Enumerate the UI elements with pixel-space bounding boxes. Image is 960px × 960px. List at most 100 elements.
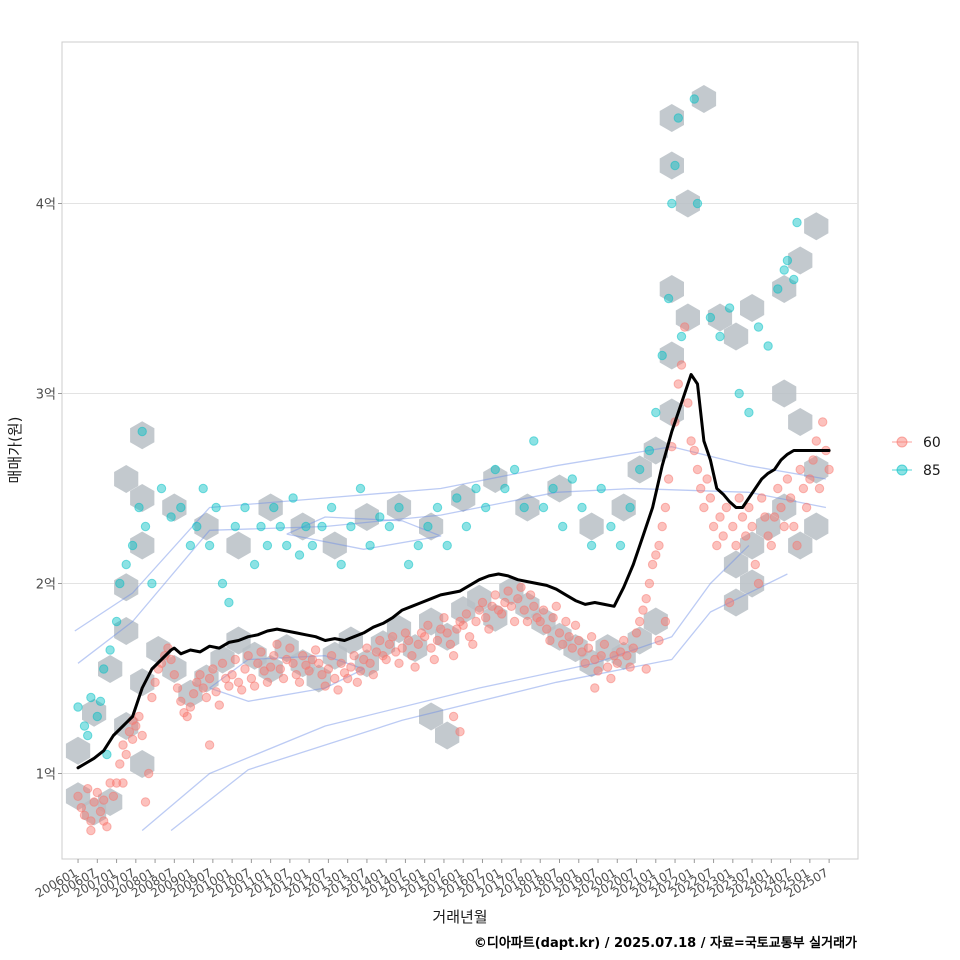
scatter-point-60 (265, 662, 276, 672)
scatter-point-85 (689, 94, 699, 104)
scatter-point-60 (323, 664, 334, 674)
scatter-point-85 (558, 521, 568, 532)
scatter-point-60 (343, 673, 353, 684)
scatter-point-60 (204, 740, 215, 750)
scatter-point-60 (779, 521, 789, 532)
scatter-point-85 (282, 540, 292, 551)
scatter-point-60 (108, 791, 119, 801)
density-contour (286, 516, 442, 550)
scatter-point-60 (564, 632, 574, 642)
scatter-point-60 (208, 664, 218, 674)
scatter-point-60 (394, 658, 404, 668)
scatter-point-60 (612, 658, 622, 668)
scatter-point-60 (782, 474, 793, 484)
scatter-point-60 (654, 540, 664, 551)
scatter-point-60 (689, 445, 699, 456)
hex-bin (386, 493, 412, 522)
hex-bin (627, 455, 652, 484)
scatter-point-60 (397, 643, 407, 653)
scatter-point-60 (660, 616, 671, 627)
y-tick-label: 2억 (36, 578, 56, 593)
scatter-point-85 (156, 483, 167, 494)
scatter-point-60 (699, 502, 709, 513)
scatter-point-60 (214, 700, 225, 710)
scatter-point-60 (310, 645, 321, 655)
scatter-point-60 (429, 654, 439, 665)
scatter-point-60 (728, 521, 738, 532)
hex-bin (756, 512, 781, 541)
scatter-point-85 (102, 749, 112, 760)
scatter-point-60 (166, 654, 176, 665)
scatter-point-60 (590, 683, 600, 693)
scatter-point-85 (734, 388, 744, 399)
scatter-point-60 (73, 791, 83, 801)
hex-bin (788, 531, 813, 560)
scatter-point-60 (115, 759, 125, 769)
hex-bin (419, 512, 444, 541)
scatter-point-60 (127, 734, 138, 744)
scatter-point-60 (153, 664, 164, 674)
scatter-point-60 (686, 436, 696, 446)
scatter-point-85 (204, 540, 215, 551)
scatter-point-60 (237, 685, 247, 695)
scatter-point-60 (111, 778, 122, 788)
hex-bin (675, 303, 700, 332)
hex-bin (354, 503, 379, 531)
scatter-point-60 (734, 493, 744, 503)
scatter-point-60 (224, 681, 234, 691)
legend-label-85: 85 (923, 463, 941, 479)
scatter-point-60 (602, 662, 613, 672)
scatter-point-60 (721, 502, 732, 513)
scatter-point-85 (317, 521, 327, 532)
hex-bin (691, 85, 717, 113)
scatter-point-60 (795, 464, 805, 475)
hex-bin (451, 484, 476, 512)
scatter-point-60 (760, 512, 770, 522)
hex-bin (804, 512, 829, 541)
scatter-point-85 (567, 474, 577, 484)
scatter-point-85 (651, 407, 661, 418)
hex-bin (258, 655, 283, 683)
scatter-point-60 (558, 639, 568, 649)
scatter-point-60 (593, 666, 603, 676)
scatter-point-60 (86, 825, 96, 836)
scatter-point-60 (805, 474, 815, 484)
scatter-point-85 (403, 559, 414, 570)
scatter-point-85 (137, 426, 147, 437)
scatter-point-60 (326, 651, 337, 661)
hex-bin (611, 493, 636, 522)
scatter-point-60 (410, 662, 420, 672)
scatter-point-60 (288, 658, 298, 668)
scatter-point-60 (625, 662, 635, 672)
scatter-point-85 (792, 217, 802, 228)
scatter-point-85 (147, 578, 157, 589)
scatter-point-60 (660, 502, 671, 513)
scatter-point-60 (445, 639, 456, 649)
scatter-point-60 (426, 643, 436, 653)
scatter-point-85 (577, 502, 587, 513)
scatter-point-60 (763, 531, 773, 541)
scatter-point-60 (262, 677, 273, 687)
scatter-point-60 (201, 692, 212, 703)
scatter-point-60 (442, 628, 452, 638)
scatter-point-85 (715, 331, 725, 342)
hex-bin (114, 712, 139, 740)
scatter-point-60 (506, 601, 517, 611)
scatter-point-60 (724, 597, 735, 608)
scatter-point-85 (667, 198, 677, 209)
y-tick-label: 3억 (36, 388, 56, 403)
y-tick-label: 1억 (36, 768, 56, 783)
scatter-point-60 (301, 660, 311, 670)
scatter-point-85 (705, 312, 716, 323)
scatter-point-60 (712, 540, 722, 551)
scatter-point-60 (490, 590, 500, 600)
scatter-point-85 (773, 284, 783, 294)
hex-bin (290, 512, 315, 541)
scatter-point-60 (641, 594, 651, 604)
hex-bin (98, 655, 123, 683)
scatter-point-85 (779, 265, 789, 275)
scatter-point-60 (249, 681, 260, 691)
scatter-point-85 (744, 407, 754, 418)
scatter-point-60 (243, 651, 253, 661)
